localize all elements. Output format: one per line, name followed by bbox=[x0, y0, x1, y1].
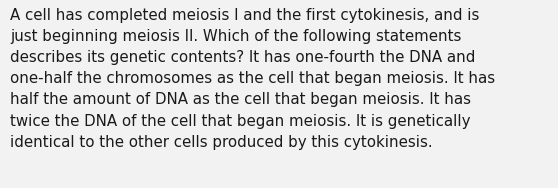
Text: A cell has completed meiosis I and the first cytokinesis, and is
just beginning : A cell has completed meiosis I and the f… bbox=[10, 8, 495, 150]
